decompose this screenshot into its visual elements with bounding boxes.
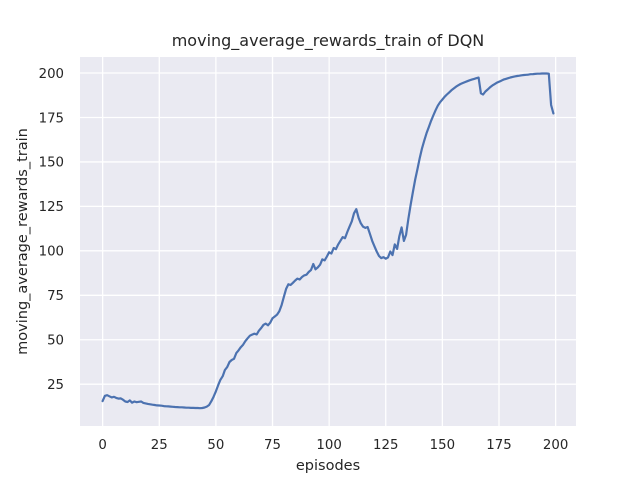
x-tick-label: 0 [98,438,106,453]
x-tick-label: 50 [207,438,224,453]
gridlines [80,57,576,426]
y-tick-label: 25 [47,378,64,393]
data-line [101,72,555,410]
y-axis-label: moving_average_rewards_train [15,128,31,355]
x-tick-label: 150 [430,438,455,453]
x-tick-label: 25 [151,438,168,453]
y-tick-label: 50 [47,334,64,349]
y-tick-label: 150 [39,156,64,171]
y-tick-label: 125 [39,200,64,215]
y-tick-label: 200 [39,67,64,82]
x-tick-label: 125 [373,438,398,453]
x-tick-labels: 0 25 50 75 100 125 150 175 200 [98,438,568,453]
x-tick-label: 75 [264,438,281,453]
y-tick-label: 100 [39,245,64,260]
plot-area [80,57,576,426]
y-tick-label: 175 [39,111,64,126]
x-tick-label: 200 [543,438,568,453]
x-axis-label: episodes [296,458,360,474]
data-series [101,72,555,410]
y-tick-labels: 25 50 75 100 125 150 175 200 [39,67,64,393]
y-tick-label: 75 [47,289,64,304]
chart-title: moving_average_rewards_train of DQN [172,31,485,51]
x-tick-label: 100 [316,438,341,453]
x-tick-label: 175 [486,438,511,453]
